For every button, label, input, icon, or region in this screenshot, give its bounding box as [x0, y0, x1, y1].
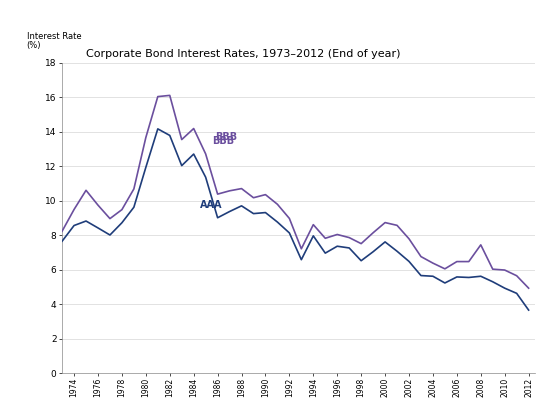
Text: Source: http://www.federalreserve.gov/releases/h15/data.htm: Source: http://www.federalreserve.gov/re… [11, 388, 227, 394]
Text: Interest Rate
(%): Interest Rate (%) [26, 32, 82, 50]
Text: BBB: BBB [215, 132, 238, 143]
Text: AAA: AAA [200, 200, 222, 210]
Text: BBB: BBB [212, 136, 234, 146]
Text: Corporate Bond Interest Rates, 1973–2012 (End of year): Corporate Bond Interest Rates, 1973–2012… [86, 49, 400, 59]
Text: Corporate Bonds: Interest Rates: Corporate Bonds: Interest Rates [14, 27, 307, 42]
